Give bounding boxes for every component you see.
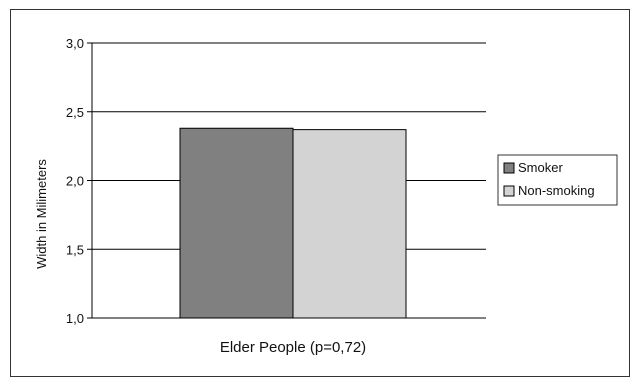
legend-label-smoker: Smoker (518, 160, 563, 175)
y-tick-label: 1,0 (66, 311, 84, 326)
y-tick-label: 1,5 (66, 242, 84, 257)
bar-non-smoking (292, 129, 407, 319)
legend-swatch-smoker (503, 162, 515, 174)
y-tick-label: 3,0 (66, 36, 84, 51)
legend-box (497, 154, 618, 206)
y-tick-label: 2,0 (66, 174, 84, 189)
y-axis-label: Width in Milimeters (34, 159, 49, 269)
bar-smoker (179, 127, 294, 319)
bars (179, 127, 407, 319)
y-axis-ticks: 1,0 1,5 2,0 2,5 3,0 (66, 36, 92, 326)
legend-swatch-non-smoking (503, 185, 515, 197)
legend: Smoker Non-smoking (497, 154, 618, 206)
y-tick-label: 2,5 (66, 105, 84, 120)
x-axis-label: Elder People (p=0,72) (220, 339, 366, 356)
legend-label-non-smoking: Non-smoking (518, 183, 595, 198)
